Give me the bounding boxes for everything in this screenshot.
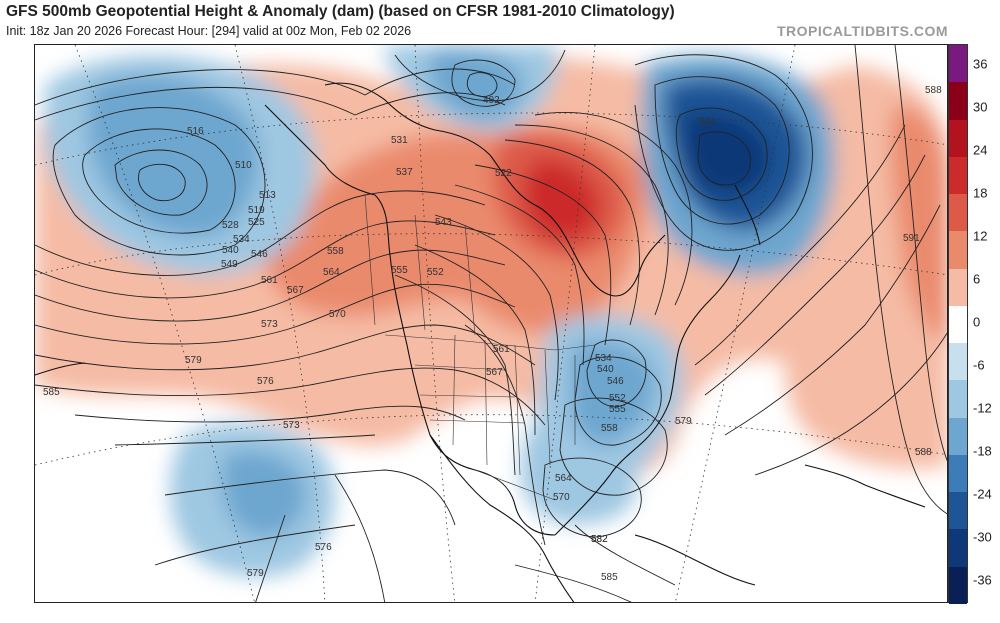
contour-label: 582 <box>591 534 608 545</box>
contour-label: 567 <box>287 285 304 296</box>
contour-label: 540 <box>597 364 614 375</box>
contour-label: 555 <box>391 265 408 276</box>
contour-label: 543 <box>435 217 452 228</box>
contour-label: 546 <box>607 376 624 387</box>
colorbar-tick-label: 24 <box>973 142 988 158</box>
contour-label: 516 <box>187 126 204 137</box>
colorbar-segment <box>949 343 967 381</box>
colorbar-tick-label: 36 <box>973 56 988 72</box>
negative-anomaly-gulf <box>520 432 637 525</box>
contour-label: 576 <box>315 542 332 553</box>
contour-label: 528 <box>222 220 239 231</box>
colorbar-tick-label: -18 <box>973 443 992 459</box>
contour-label: 585 <box>43 387 60 398</box>
colorbar-tick-label: 0 <box>973 314 981 330</box>
colorbar-segment <box>949 454 967 493</box>
coastlines <box>35 82 926 602</box>
contour-label: 552 <box>609 393 626 404</box>
colorbar-tick-label: -6 <box>973 357 985 373</box>
colorbar-segment <box>949 45 967 83</box>
colorbar-segment <box>949 417 967 456</box>
colorbar-tick-label: -36 <box>973 572 992 588</box>
contour-label: 525 <box>248 217 265 228</box>
contour-label: 531 <box>391 135 408 146</box>
anomaly-colorbar <box>948 44 968 605</box>
contour-labels: 516 510 513 519 525 528 534 540 546 549 … <box>43 85 942 583</box>
height-contours <box>35 45 947 602</box>
colorbar-segment <box>949 305 967 344</box>
map-canvas: 516 510 513 519 525 528 534 540 546 549 … <box>35 45 947 602</box>
contour-label: 573 <box>261 319 278 330</box>
contour-label: 510 <box>235 160 252 171</box>
colorbar-segment <box>949 194 967 232</box>
anomaly-fill <box>35 45 947 577</box>
contour-label: 513 <box>259 190 276 201</box>
political-borders <box>364 194 596 501</box>
contour-label: 540 <box>222 245 239 256</box>
contour-label: 561 <box>261 275 278 286</box>
contour-label: 549 <box>221 259 238 270</box>
contour-label: 579 <box>675 416 692 427</box>
contour-label: 561 <box>493 344 510 355</box>
contour-label: 564 <box>323 267 340 278</box>
contour-label: 522 <box>495 168 512 179</box>
positive-anomaly-eastatl <box>890 105 947 344</box>
colorbar-tick-label: 6 <box>973 271 981 287</box>
contour-label: 582 <box>591 534 608 545</box>
chart-title: GFS 500mb Geopotential Height & Anomaly … <box>6 3 675 20</box>
positive-anomaly-atlantic <box>785 294 947 469</box>
colorbar-tick-label: -30 <box>973 529 992 545</box>
contour-label: 591 <box>903 233 920 244</box>
contour-label: 567 <box>486 367 503 378</box>
positive-anomaly-core <box>523 159 600 241</box>
contour-label: 537 <box>396 167 413 178</box>
contour-label: 579 <box>185 355 202 366</box>
weather-map: 516 510 513 519 525 528 534 540 546 549 … <box>34 44 948 603</box>
colorbar-segment <box>949 231 967 270</box>
chart-subtitle: Init: 18z Jan 20 2026 Forecast Hour: [29… <box>6 24 412 38</box>
colorbar-tick-label: 30 <box>973 99 988 115</box>
contour-label: 534 <box>233 234 250 245</box>
contour-label: 585 <box>601 572 618 583</box>
contour-label: 555 <box>609 404 626 415</box>
colorbar-segment <box>949 156 967 195</box>
contour-label: 570 <box>553 492 570 503</box>
colorbar-tick-label: -24 <box>973 486 992 502</box>
contour-label: 558 <box>601 423 618 434</box>
colorbar-segment <box>949 380 967 419</box>
colorbar-segment <box>949 529 967 568</box>
site-brand[interactable]: TROPICALTIDBITS.COM <box>776 23 948 39</box>
colorbar-segment <box>949 268 967 307</box>
colorbar-segment <box>949 492 967 530</box>
contour-label: 534 <box>595 353 612 364</box>
contour-label: 579 <box>247 568 264 579</box>
contour-label: 564 <box>555 473 572 484</box>
contour-label: 558 <box>327 246 344 257</box>
colorbar-tick-label: 12 <box>973 228 988 244</box>
positive-anomaly-westcoast <box>264 234 376 315</box>
colorbar-segment <box>949 82 967 121</box>
contour-label: 519 <box>248 205 265 216</box>
colorbar-segment <box>949 566 967 605</box>
contour-label: 588 <box>925 85 942 96</box>
contour-label: 552 <box>427 267 444 278</box>
contour-label: 588 <box>915 447 932 458</box>
colorbar-segment <box>949 119 967 158</box>
colorbar-tick-label: -12 <box>973 400 992 416</box>
graticule <box>35 45 947 602</box>
contour-label: 570 <box>329 309 346 320</box>
contour-label: 492 <box>483 95 500 106</box>
negative-anomaly-gulfofalaska-core <box>87 75 260 237</box>
contour-label: 573 <box>283 420 300 431</box>
contour-label: 504 <box>699 117 716 128</box>
colorbar-tick-label: 18 <box>973 185 988 201</box>
contour-label: 576 <box>257 376 274 387</box>
contour-label: 546 <box>251 249 268 260</box>
negative-anomaly-easternus-core <box>570 341 656 446</box>
